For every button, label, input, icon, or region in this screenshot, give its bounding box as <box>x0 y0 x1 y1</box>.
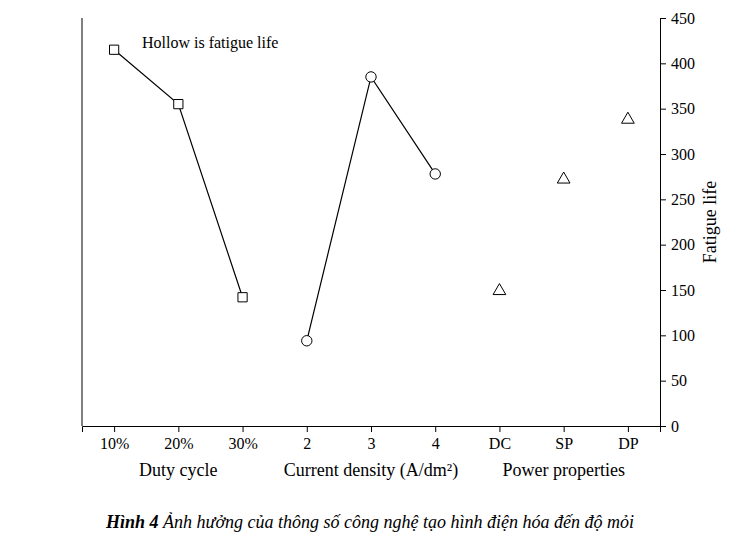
y-tick: 200 <box>660 236 695 253</box>
y-tick-mark <box>660 63 666 64</box>
x-tick-mark <box>499 426 500 432</box>
x-tick-mark <box>178 426 179 432</box>
y-tick-mark <box>660 335 666 336</box>
x-axis-line <box>83 427 661 433</box>
y-tick-mark <box>660 154 666 155</box>
y-tick-label: 400 <box>671 55 695 72</box>
y-tick: 0 <box>660 418 679 435</box>
x-axis: 10% 20% 30% 2 3 4 DC SP DP <box>83 426 661 452</box>
x-tick-mark <box>243 426 244 432</box>
y-tick: 150 <box>660 282 695 299</box>
y-tick: 350 <box>660 100 695 117</box>
annotation: Hollow is fatigue life <box>142 34 278 52</box>
y-tick-mark <box>660 199 666 200</box>
y-tick: 300 <box>660 146 695 163</box>
marker <box>302 336 312 346</box>
marker <box>557 172 570 183</box>
marker <box>238 293 247 302</box>
x-tick: 2 <box>303 426 311 452</box>
y-tick-mark <box>660 18 666 19</box>
x-tick-mark <box>628 426 629 432</box>
x-tick-label: SP <box>555 435 573 452</box>
marker <box>110 45 119 54</box>
y-axis-line <box>661 19 667 427</box>
series-line <box>114 50 242 298</box>
y-tick-mark <box>660 381 666 382</box>
y-tick-label: 250 <box>671 191 695 208</box>
marker <box>430 169 440 179</box>
y-tick-mark <box>660 426 666 427</box>
marker <box>366 72 376 82</box>
y-tick-label: 100 <box>671 327 695 344</box>
left-frame <box>82 18 83 426</box>
plot: 10% 20% 30% 2 3 4 DC SP DP 0 50 100 150 200 250 300 350 4… <box>82 10 695 481</box>
x-group-label: Current density (A/dm²) <box>284 460 458 481</box>
y-tick-label: 150 <box>671 282 695 299</box>
x-tick-label: DP <box>618 435 639 452</box>
y-tick: 250 <box>660 191 695 208</box>
y-tick-mark <box>660 290 666 291</box>
y-tick-label: 0 <box>671 418 679 435</box>
y-tick-label: 350 <box>671 100 695 117</box>
x-tick-label: 3 <box>368 435 376 452</box>
x-tick: 4 <box>432 426 440 452</box>
caption-text: Ảnh hưởng của thông số công nghệ tạo hìn… <box>162 512 634 532</box>
y-axis-title: Fatigue life <box>700 181 720 263</box>
y-tick-label: 450 <box>671 10 695 27</box>
y-tick-label: 200 <box>671 236 695 253</box>
marker <box>493 284 506 295</box>
x-tick-mark <box>114 426 115 432</box>
x-tick-label: DC <box>489 435 511 452</box>
x-tick-mark <box>435 426 436 432</box>
y-tick: 400 <box>660 55 695 72</box>
chart: 10% 20% 30% 2 3 4 DC SP DP 0 50 100 150 200 250 300 350 4… <box>0 0 740 543</box>
x-tick-label: 20% <box>164 435 193 452</box>
y-tick-mark <box>660 245 666 246</box>
x-tick: 20% <box>164 426 193 452</box>
x-tick: DC <box>489 426 511 452</box>
y-tick: 450 <box>660 10 695 27</box>
x-tick-label: 2 <box>303 435 311 452</box>
x-tick-mark <box>307 426 308 432</box>
x-tick: 3 <box>368 426 376 452</box>
x-tick: 10% <box>100 426 129 452</box>
marker <box>174 100 183 109</box>
x-tick: SP <box>555 426 573 452</box>
x-tick-label: 10% <box>100 435 129 452</box>
caption-label: Hình 4 <box>105 512 159 532</box>
data-area <box>110 45 635 346</box>
x-tick-mark <box>564 426 565 432</box>
x-tick: DP <box>618 426 639 452</box>
y-tick-label: 50 <box>671 372 687 389</box>
y-tick-mark <box>660 109 666 110</box>
y-tick: 50 <box>660 372 687 389</box>
x-tick-label: 30% <box>228 435 257 452</box>
x-tick: 30% <box>228 426 257 452</box>
y-tick: 100 <box>660 327 695 344</box>
series-line <box>307 77 435 341</box>
x-tick-label: 4 <box>432 435 440 452</box>
x-group-label: Duty cycle <box>139 460 217 480</box>
y-tick-label: 300 <box>671 146 695 163</box>
y-axis: 0 50 100 150 200 250 300 350 400 450 <box>660 10 695 435</box>
x-group-label: Power properties <box>502 460 624 480</box>
x-tick-mark <box>371 426 372 432</box>
caption: Hình 4 Ảnh hưởng của thông số công nghệ … <box>105 512 634 532</box>
marker <box>622 112 635 123</box>
